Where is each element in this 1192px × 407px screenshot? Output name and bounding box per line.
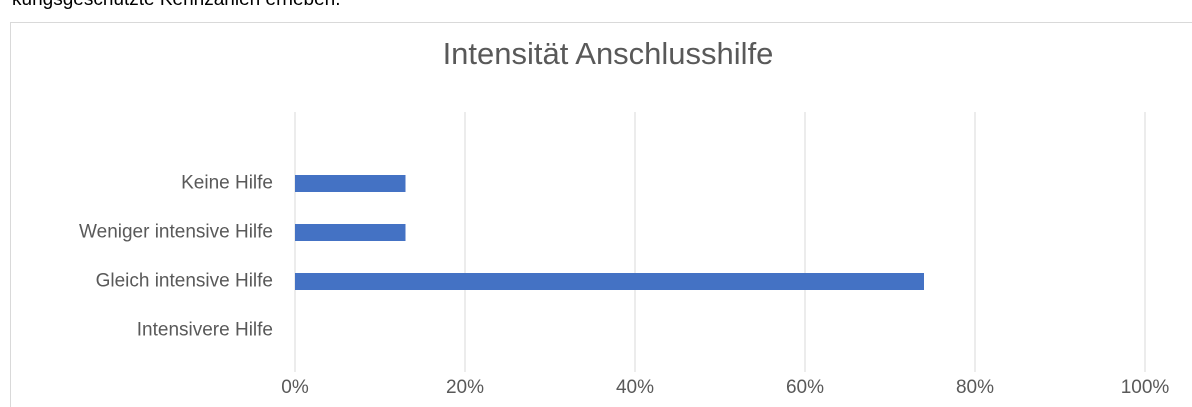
y-tick-label: Gleich intensive Hilfe (96, 271, 273, 292)
x-tick-label: 60% (786, 377, 824, 398)
x-tick-label: 40% (616, 377, 654, 398)
x-tick-label: 80% (956, 377, 994, 398)
y-tick-label: Intensivere Hilfe (137, 320, 273, 341)
bar (295, 224, 406, 241)
y-tick-label: Weniger intensive Hilfe (79, 222, 273, 243)
x-tick-label: 0% (281, 377, 309, 398)
chart-title: Intensität Anschlusshilfe (443, 36, 774, 71)
x-tick-label: 100% (1121, 377, 1170, 398)
caption-above: kungsgeschützte Kennzahlen erheben. (12, 0, 341, 10)
y-tick-label: Keine Hilfe (181, 173, 273, 194)
x-tick-label: 20% (446, 377, 484, 398)
bar (295, 273, 924, 290)
chart-frame (10, 22, 1192, 407)
bar (295, 175, 406, 192)
